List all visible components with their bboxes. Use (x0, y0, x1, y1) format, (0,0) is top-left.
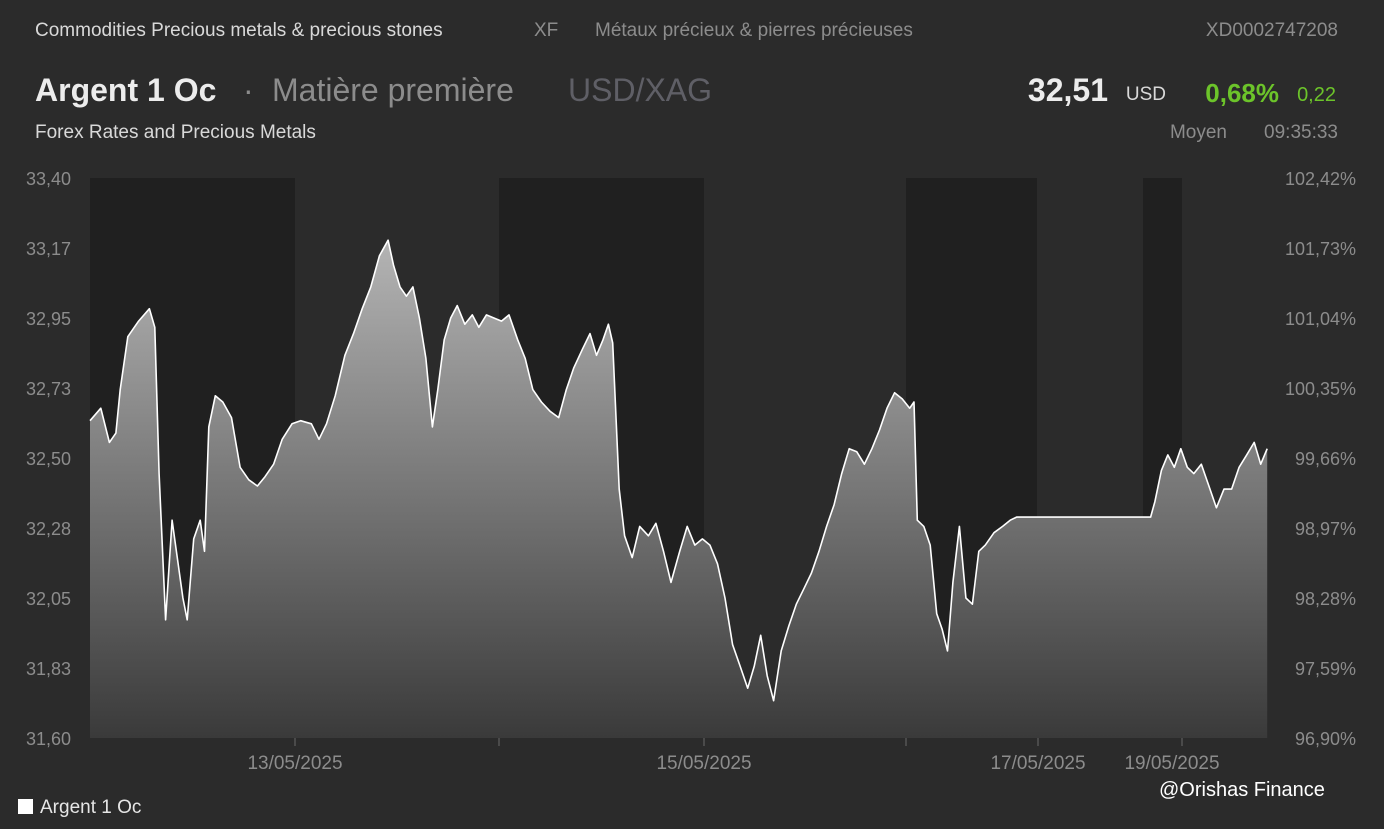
x-tick-label: 13/05/2025 (247, 753, 342, 774)
data-source: Forex Rates and Precious Metals (35, 122, 316, 143)
chart-legend[interactable]: Argent 1 Oc (18, 797, 141, 819)
isin-code: XD0002747208 (1205, 20, 1338, 41)
change-absolute: 0,22 (1297, 84, 1336, 106)
y-tick-label-right: 102,42% (1285, 169, 1356, 189)
y-tick-label-left: 32,73 (26, 379, 71, 399)
y-tick-label-left: 33,40 (26, 169, 71, 189)
price-mode: Moyen (1169, 122, 1227, 143)
y-tick-label-left: 32,05 (26, 589, 71, 609)
y-tick-label-left: 32,50 (26, 449, 71, 469)
y-axis-left: 33,40 33,17 32,95 32,73 32,50 32,28 32,05 31,83… (26, 169, 71, 749)
x-tick-label: 19/05/2025 (1124, 753, 1219, 774)
exchange-code: XF (534, 20, 559, 41)
price-line (89, 239, 1268, 702)
instrument-type: Matière première (272, 72, 514, 108)
category-fr-label: Métaux précieux & pierres précieuses (595, 20, 913, 41)
y-tick-label-right: 97,59% (1295, 659, 1356, 679)
y-tick-label-right: 99,66% (1295, 449, 1356, 469)
price-chart[interactable]: 33,40 33,17 32,95 32,73 32,50 32,28 32,05 31,83… (0, 160, 1384, 780)
y-tick-label-left: 32,28 (26, 519, 71, 539)
y-tick-label-left: 31,60 (26, 729, 71, 749)
y-tick-label-left: 31,83 (26, 659, 71, 679)
y-tick-label-right: 98,28% (1295, 589, 1356, 609)
legend-swatch (18, 799, 33, 814)
y-tick-label-left: 33,17 (26, 239, 71, 259)
x-axis: 13/05/2025 15/05/2025 17/05/2025 19/05/2025 (247, 738, 1220, 774)
instrument-name: Argent 1 Oc (35, 72, 217, 108)
x-tick-label: 17/05/2025 (990, 753, 1085, 774)
instrument-header: Argent 1 Oc · Matière première USD/XAG 3… (35, 72, 1338, 114)
source-bar: Forex Rates and Precious Metals Moyen 09… (35, 122, 1338, 146)
currency-pair: USD/XAG (568, 72, 713, 108)
x-tick-label: 15/05/2025 (656, 753, 751, 774)
category-label[interactable]: Commodities Precious metals & precious s… (35, 20, 443, 41)
quote-time: 09:35:33 (1264, 122, 1338, 143)
y-tick-label-right: 101,73% (1285, 239, 1356, 259)
price-currency: USD (1125, 84, 1166, 105)
watermark: @Orishas Finance (1159, 779, 1325, 801)
y-tick-label-right: 98,97% (1295, 519, 1356, 539)
y-tick-label-right: 101,04% (1285, 309, 1356, 329)
y-axis-right: 102,42% 101,73% 101,04% 100,35% 99,66% 98,97%… (1285, 169, 1356, 749)
price-area-fill (90, 240, 1268, 738)
change-percent: 0,68% (1205, 78, 1279, 108)
y-tick-label-right: 96,90% (1295, 729, 1356, 749)
legend-label: Argent 1 Oc (40, 797, 142, 818)
y-tick-label-right: 100,35% (1285, 379, 1356, 399)
instrument-breadcrumb: Commodities Precious metals & precious s… (35, 20, 1338, 44)
y-tick-label-left: 32,95 (26, 309, 71, 329)
header-separator: · (243, 72, 254, 108)
last-price: 32,51 (1027, 72, 1108, 108)
